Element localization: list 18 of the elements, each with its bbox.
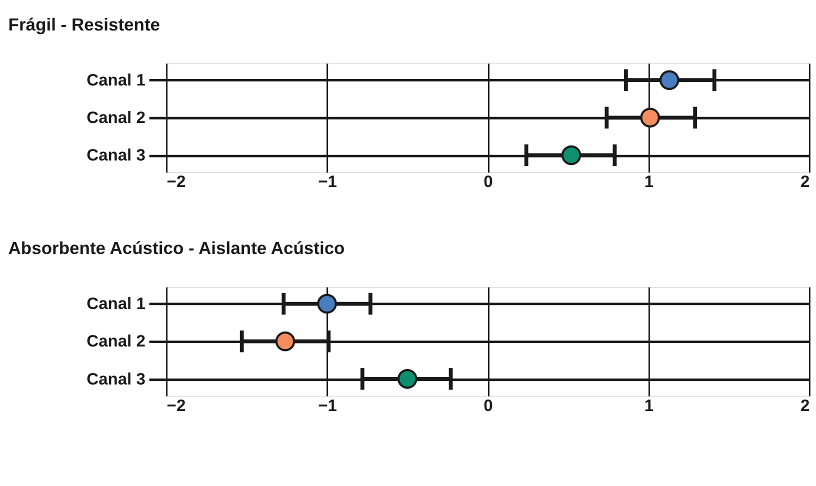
y-tick-label: Canal 3 <box>86 369 146 388</box>
x-tick-label: −2 <box>166 396 186 415</box>
y-tick-label: Canal 1 <box>86 70 146 90</box>
x-tick-label: 1 <box>644 396 654 415</box>
y-tick-label: Canal 2 <box>86 108 146 128</box>
chart-title: Frágil - Resistente <box>8 14 160 34</box>
x-tick-label: −1 <box>318 172 337 192</box>
x-tick-label: −1 <box>318 396 337 415</box>
x-tick-label: −2 <box>166 172 186 192</box>
y-tick-label: Canal 3 <box>86 146 146 165</box>
x-tick-label: 0 <box>484 396 493 415</box>
y-tick-label: Canal 1 <box>86 294 146 314</box>
x-tick-label: 2 <box>800 172 810 192</box>
x-tick-label: 2 <box>800 396 810 415</box>
x-tick-label: 0 <box>484 172 493 192</box>
y-tick-label: Canal 2 <box>86 332 146 351</box>
x-tick-label: 1 <box>644 172 654 192</box>
chart-title: Absorbente Acústico - Aislante Acústico <box>8 238 345 258</box>
